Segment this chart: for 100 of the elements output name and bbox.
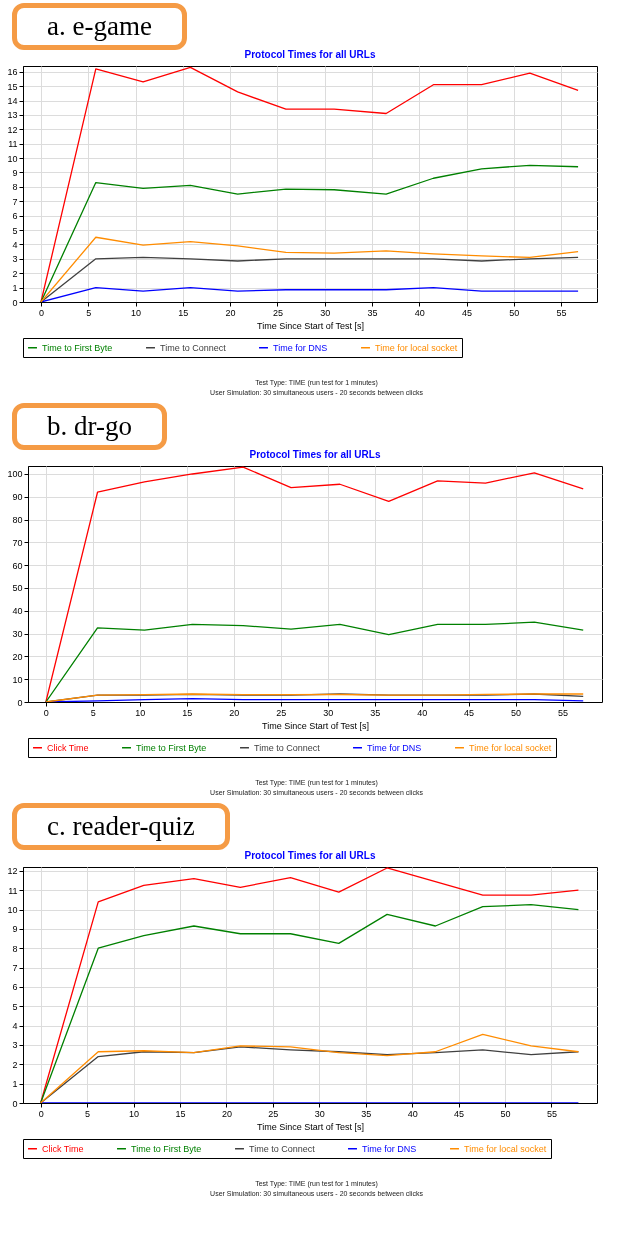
x-tick-label: 55 <box>546 1108 557 1119</box>
y-tick-label: 5 <box>12 225 18 236</box>
x-tick-label: 5 <box>86 307 92 318</box>
y-tick-label: 60 <box>12 560 23 571</box>
legend-label: Time for DNS <box>273 342 328 353</box>
chart-subtitle: Protocol Times for all URLs <box>244 849 376 861</box>
y-tick-label: 9 <box>12 167 18 178</box>
x-tick-label: 55 <box>558 707 569 718</box>
legend-label: Click Time <box>42 1143 84 1154</box>
chart-title: b. dr-go <box>12 403 167 450</box>
legend-label: Time to Connect <box>249 1143 316 1154</box>
y-tick-label: 11 <box>8 139 18 150</box>
x-tick-label: 0 <box>38 307 44 318</box>
y-tick-label: 10 <box>7 153 18 164</box>
y-tick-label: 6 <box>12 982 18 993</box>
chart-title: c. reader-quiz <box>12 803 230 850</box>
y-tick-label: 10 <box>7 905 18 916</box>
y-tick-label: 7 <box>12 963 18 974</box>
chart-subtitle: Protocol Times for all URLs <box>244 49 376 60</box>
y-tick-label: 3 <box>12 254 18 265</box>
x-tick-label: 25 <box>272 307 283 318</box>
y-tick-label: 11 <box>8 885 18 896</box>
y-tick-label: 8 <box>12 943 18 954</box>
x-tick-label: 45 <box>461 307 473 318</box>
x-tick-label: 15 <box>175 1108 186 1119</box>
y-tick-label: 70 <box>12 537 23 548</box>
y-tick-label: 30 <box>12 629 23 640</box>
y-tick-label: 2 <box>12 268 18 279</box>
x-axis-title: Time Since Start of Test [s] <box>256 1121 365 1132</box>
x-tick-label: 50 <box>500 1108 511 1119</box>
x-tick-label: 10 <box>135 707 146 718</box>
y-tick-label: 12 <box>7 124 18 135</box>
x-tick-label: 40 <box>407 1108 418 1119</box>
legend-label: Time for DNS <box>367 742 422 753</box>
y-tick-label: 40 <box>12 606 23 617</box>
x-tick-label: 20 <box>221 1108 232 1119</box>
y-tick-label: 80 <box>12 515 23 526</box>
legend-label: Time for local socket <box>469 742 552 753</box>
x-tick-label: 5 <box>90 707 96 718</box>
legend-label: Time to First Byte <box>131 1143 202 1154</box>
x-tick-label: 20 <box>229 707 240 718</box>
x-tick-label: 40 <box>417 707 428 718</box>
legend-label: Time for local socket <box>464 1143 547 1154</box>
y-tick-label: 0 <box>12 1098 18 1109</box>
x-tick-label: 45 <box>454 1108 465 1119</box>
x-tick-label: 35 <box>361 1108 372 1119</box>
y-tick-label: 14 <box>7 96 18 107</box>
y-tick-label: 2 <box>12 1059 18 1070</box>
legend-label: Time for local socket <box>375 342 458 353</box>
y-tick-label: 8 <box>12 182 18 193</box>
y-tick-label: 6 <box>12 211 18 222</box>
x-tick-label: 25 <box>268 1108 279 1119</box>
y-tick-label: 9 <box>12 924 18 935</box>
y-tick-label: 12 <box>7 866 18 877</box>
x-tick-label: 35 <box>370 707 381 718</box>
x-tick-label: 5 <box>85 1108 91 1119</box>
y-tick-label: 13 <box>7 110 18 121</box>
x-tick-label: 25 <box>276 707 287 718</box>
legend-label: Time to Connect <box>254 742 321 753</box>
y-tick-label: 50 <box>12 583 23 594</box>
y-tick-label: 3 <box>12 1040 18 1051</box>
y-tick-label: 100 <box>7 469 23 480</box>
chart-title: a. e-game <box>12 3 187 50</box>
chart-subtitle: Protocol Times for all URLs <box>249 449 381 460</box>
x-tick-label: 45 <box>464 707 475 718</box>
x-tick-label: 15 <box>182 707 193 718</box>
y-tick-label: 0 <box>12 297 18 308</box>
x-tick-label: 20 <box>225 307 236 318</box>
y-tick-label: 15 <box>7 81 18 92</box>
x-tick-label: 0 <box>38 1108 44 1119</box>
y-tick-label: 5 <box>12 1001 18 1012</box>
x-axis-title: Time Since Start of Test [s] <box>256 320 365 331</box>
x-tick-label: 30 <box>320 307 331 318</box>
legend-label: Time for DNS <box>362 1143 417 1154</box>
y-tick-label: 4 <box>12 1021 18 1032</box>
x-tick-label: 30 <box>314 1108 325 1119</box>
y-tick-label: 0 <box>17 697 23 708</box>
y-tick-label: 16 <box>7 67 18 78</box>
legend-label: Time to First Byte <box>42 342 113 353</box>
x-tick-label: 40 <box>414 307 425 318</box>
y-tick-label: 4 <box>12 239 18 250</box>
x-tick-label: 10 <box>129 1108 140 1119</box>
y-tick-label: 90 <box>12 492 23 503</box>
x-axis-title: Time Since Start of Test [s] <box>261 720 370 731</box>
x-tick-label: 50 <box>509 307 520 318</box>
legend-label: Time to First Byte <box>136 742 207 753</box>
y-tick-label: 10 <box>12 674 23 685</box>
legend-label: Click Time <box>47 742 89 753</box>
x-tick-label: 55 <box>556 307 567 318</box>
x-tick-label: 10 <box>131 307 142 318</box>
y-tick-label: 1 <box>12 283 18 294</box>
x-tick-label: 15 <box>178 307 189 318</box>
x-tick-label: 35 <box>367 307 378 318</box>
x-tick-label: 30 <box>323 707 334 718</box>
x-tick-label: 50 <box>511 707 522 718</box>
y-tick-label: 1 <box>12 1079 18 1090</box>
y-tick-label: 7 <box>12 196 18 207</box>
y-tick-label: 20 <box>12 651 23 662</box>
legend-label: Time to Connect <box>160 342 227 353</box>
x-tick-label: 0 <box>43 707 49 718</box>
